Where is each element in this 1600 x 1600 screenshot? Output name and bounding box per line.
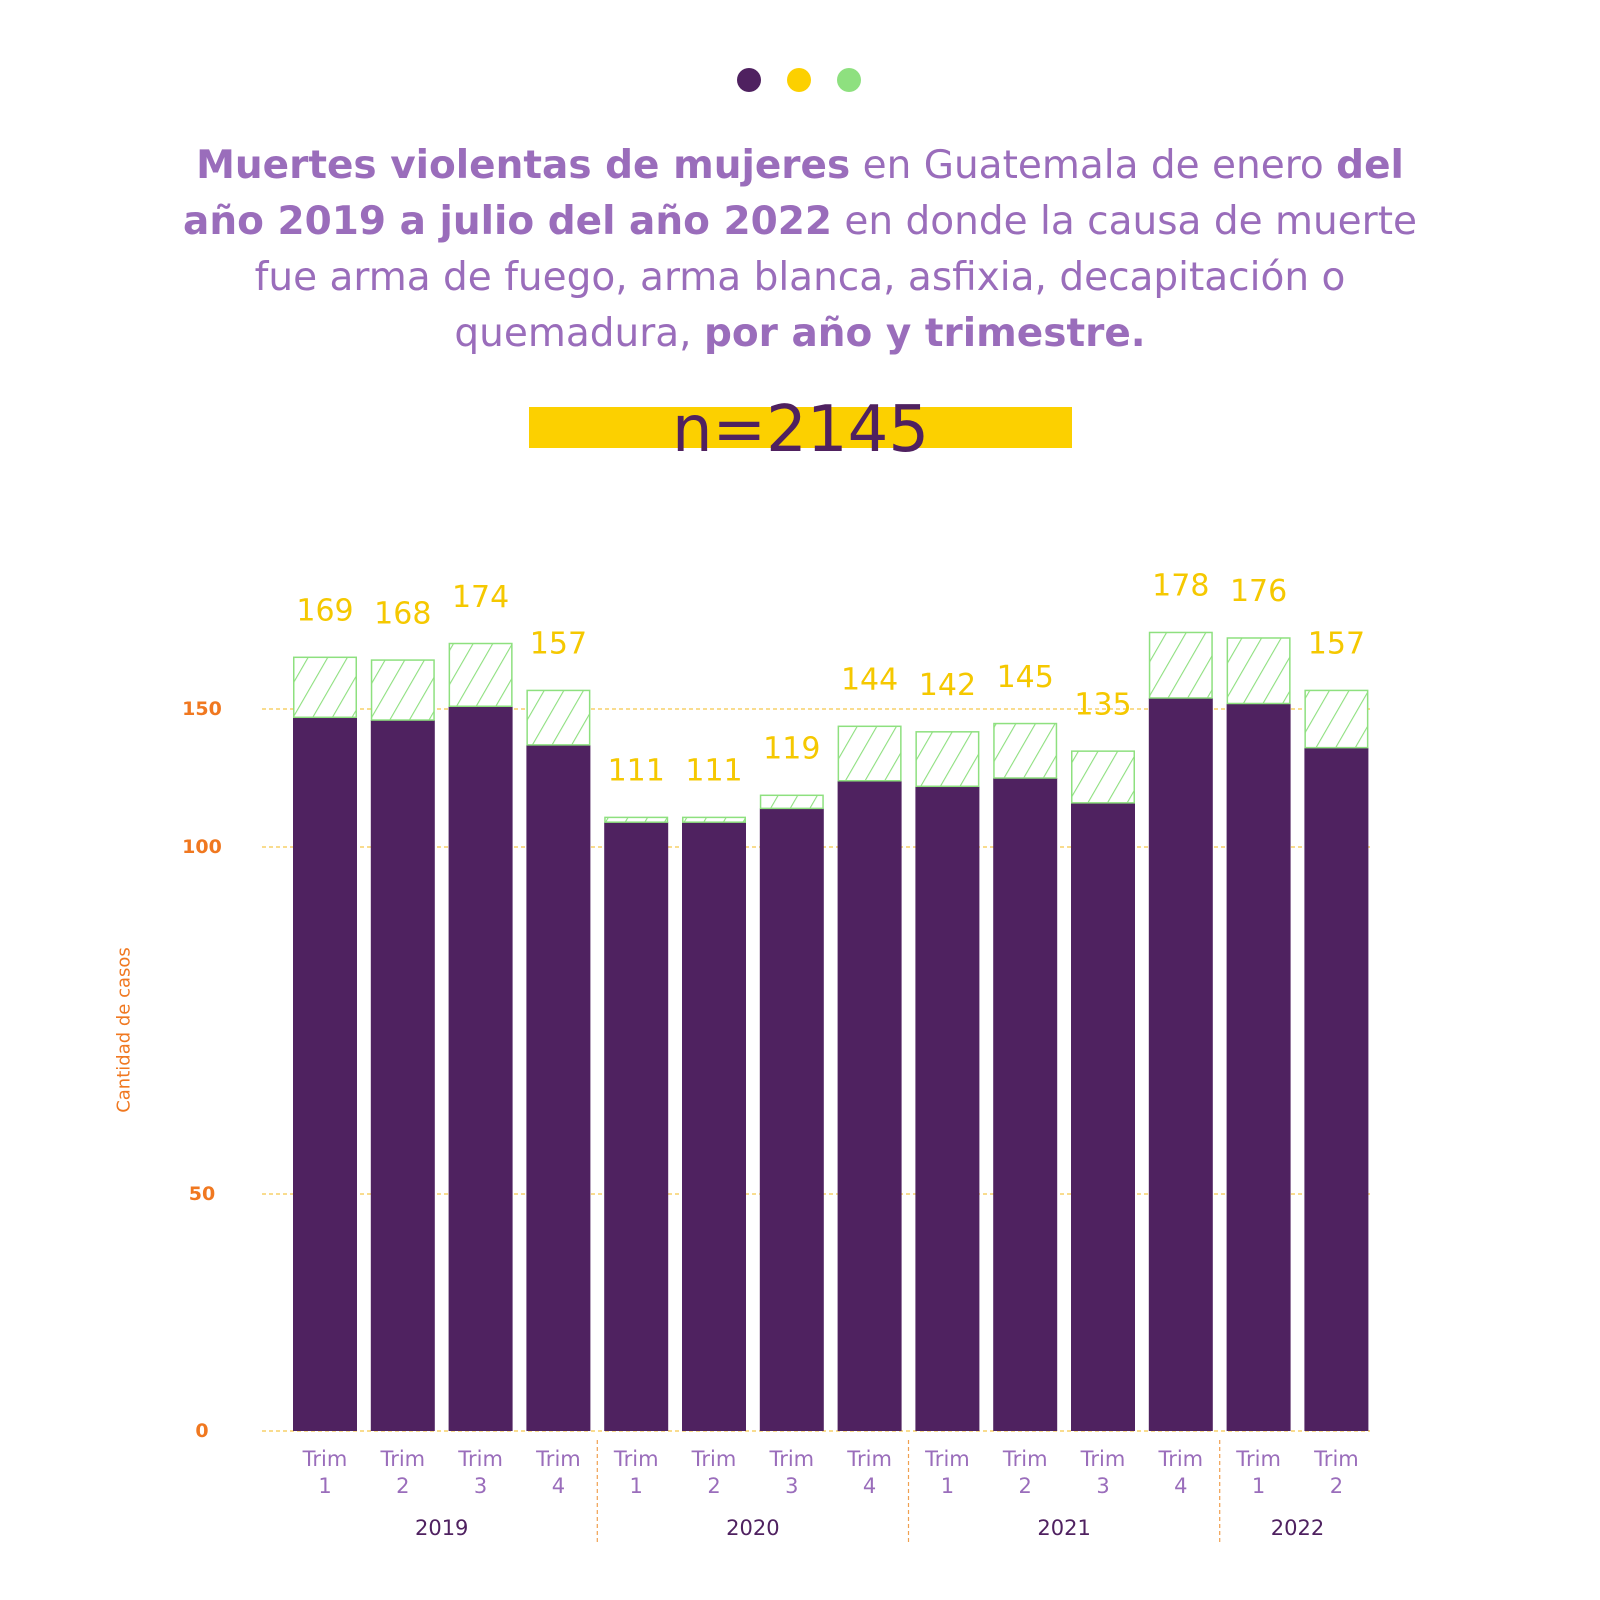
x-tick-label: Trim <box>379 1447 425 1471</box>
bar-segment-hatched <box>1304 689 1369 749</box>
bar-segment-hatched <box>993 722 1058 779</box>
dot-purple-icon <box>737 68 761 92</box>
bar-total-label: 178 <box>1152 569 1209 604</box>
bar-segment-solid <box>837 780 902 1431</box>
x-tick-label: Trim <box>1313 1447 1359 1471</box>
x-tick-label: 2 <box>1019 1474 1032 1498</box>
bar-total-label: 119 <box>763 732 820 767</box>
bar-segment-solid <box>1304 747 1369 1431</box>
x-tick-label: Trim <box>846 1447 892 1471</box>
title-bold-3: por año y trimestre. <box>703 311 1146 356</box>
x-tick-label: 2 <box>1330 1474 1343 1498</box>
bar-segment-solid <box>1226 703 1291 1431</box>
bar-segment-solid <box>448 706 513 1431</box>
bar-segment-hatched <box>604 816 669 823</box>
x-tick-label: 3 <box>474 1474 487 1498</box>
bar-segment-solid <box>682 822 746 1431</box>
x-tick-label: 1 <box>630 1474 643 1498</box>
x-tick-label: Trim <box>1157 1447 1203 1471</box>
bar-segment-hatched <box>293 656 357 719</box>
bar-segment-hatched <box>526 689 591 746</box>
x-tick-label: Trim <box>924 1447 970 1471</box>
bar-segment-hatched <box>837 725 902 782</box>
bar-total-label: 176 <box>1230 574 1287 609</box>
bar-total-label: 145 <box>997 660 1054 695</box>
bar-segment-solid <box>293 717 357 1431</box>
title-bold-1: Muertes violentas de mujeres <box>196 143 851 188</box>
axes: 0 50 100 150 Trim 1 Trim 2 Trim 3 Trim 4 Trim 1 Trim 2 T… <box>182 698 1359 1545</box>
bar-segment-solid <box>370 720 435 1431</box>
bar-total-label: 157 <box>1308 627 1365 662</box>
bar-segment-hatched <box>682 816 746 823</box>
x-tick-label: 3 <box>785 1474 798 1498</box>
bar-total-label: 157 <box>530 627 587 662</box>
bar-total-label: 144 <box>841 663 898 698</box>
y-axis-label: Cantidad de casos <box>113 947 135 1113</box>
bar-segment-solid <box>526 744 591 1431</box>
x-tick-label: Trim <box>691 1447 737 1471</box>
x-tick-label: Trim <box>457 1447 503 1471</box>
bar-total-label: 169 <box>296 594 353 629</box>
bar-segment-solid <box>915 786 980 1431</box>
value-labels: 169 168 174 157 111 111 119 144 142 145 135 178 176 1… <box>296 569 1365 789</box>
dot-green-icon <box>837 68 861 92</box>
decorative-dots <box>0 68 1600 94</box>
bar-segment-hatched <box>370 659 435 721</box>
dot-yellow-icon <box>787 68 811 92</box>
bar-segment-hatched <box>1226 637 1291 705</box>
bar-total-label: 168 <box>374 596 431 631</box>
bar-total-label: 111 <box>685 754 742 789</box>
bar-segment-hatched <box>448 642 513 707</box>
x-tick-label: Trim <box>1080 1447 1126 1471</box>
x-tick-label: Trim <box>768 1447 814 1471</box>
year-group-label: 2020 <box>726 1516 779 1540</box>
x-tick-label: 2 <box>707 1474 720 1498</box>
n-highlight-bar <box>529 407 1072 448</box>
bar-total-label: 142 <box>919 668 976 703</box>
year-group-label: 2019 <box>415 1516 468 1540</box>
year-group-label: 2021 <box>1037 1516 1090 1540</box>
y-tick-label: 150 <box>182 698 222 720</box>
x-tick-label: 4 <box>552 1474 565 1498</box>
y-tick-label: 0 <box>195 1420 208 1442</box>
n-label: n=2145 <box>671 393 930 467</box>
title-text-1: en Guatemala de enero <box>850 143 1337 188</box>
x-tick-label: 4 <box>1174 1474 1187 1498</box>
bar-segment-solid <box>759 808 824 1431</box>
x-tick-label: Trim <box>535 1447 581 1471</box>
chart-title: Muertes violentas de mujeres en Guatemal… <box>150 138 1450 362</box>
x-tick-label: 3 <box>1096 1474 1109 1498</box>
bar-segment-hatched <box>1148 631 1213 699</box>
y-tick-label: 50 <box>189 1183 215 1205</box>
bars <box>293 631 1369 1431</box>
bar-segment-solid <box>1148 697 1213 1431</box>
bar-total-label: 174 <box>452 580 509 615</box>
title-bold-2: del año 2019 a julio del año 2022 <box>183 143 1404 244</box>
x-tick-label: Trim <box>302 1447 348 1471</box>
x-tick-label: Trim <box>613 1447 659 1471</box>
bar-segment-solid <box>1071 802 1135 1431</box>
x-tick-label: Trim <box>1235 1447 1281 1471</box>
x-tick-label: 1 <box>941 1474 954 1498</box>
x-tick-label: Trim <box>1002 1447 1048 1471</box>
y-tick-label: 100 <box>182 836 222 858</box>
x-tick-label: 1 <box>1252 1474 1265 1498</box>
title-text-2: en donde la causa de muerte fue arma de … <box>254 199 1417 356</box>
bar-segment-solid <box>604 822 669 1431</box>
x-tick-label: 1 <box>318 1474 331 1498</box>
bar-segment-solid <box>993 778 1058 1431</box>
bar-segment-hatched <box>915 731 980 788</box>
x-tick-label: 2 <box>396 1474 409 1498</box>
bar-total-label: 111 <box>608 754 665 789</box>
year-group-label: 2022 <box>1271 1516 1324 1540</box>
bar-segment-hatched <box>759 794 824 810</box>
x-tick-label: 4 <box>863 1474 876 1498</box>
bar-segment-hatched <box>1071 750 1135 804</box>
bar-total-label: 135 <box>1074 687 1131 722</box>
